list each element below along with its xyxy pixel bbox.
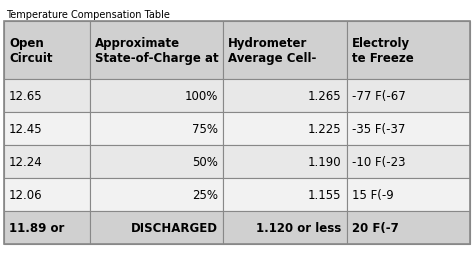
- Text: 20 F(-7: 20 F(-7: [352, 221, 398, 234]
- Bar: [4, 178, 90, 211]
- Text: 1.265: 1.265: [308, 90, 341, 103]
- Text: 1.155: 1.155: [308, 188, 341, 201]
- Bar: [346, 146, 470, 178]
- Bar: [346, 113, 470, 146]
- Text: 25%: 25%: [192, 188, 218, 201]
- Bar: [223, 22, 346, 80]
- Bar: [346, 80, 470, 113]
- Text: Electroly
te Freeze: Electroly te Freeze: [352, 37, 413, 65]
- Text: -10 F(-23: -10 F(-23: [352, 155, 405, 168]
- Bar: [4, 80, 90, 113]
- Text: -35 F(-37: -35 F(-37: [352, 122, 405, 135]
- Bar: [223, 178, 346, 211]
- Bar: [223, 113, 346, 146]
- Text: 1.190: 1.190: [308, 155, 341, 168]
- Bar: [223, 146, 346, 178]
- Bar: [346, 211, 470, 244]
- Bar: [223, 211, 346, 244]
- Text: 12.45: 12.45: [9, 122, 43, 135]
- Text: 75%: 75%: [192, 122, 218, 135]
- Text: Open
Circuit: Open Circuit: [9, 37, 53, 65]
- Bar: [223, 80, 346, 113]
- Bar: [4, 113, 90, 146]
- Bar: [4, 146, 90, 178]
- Text: 1.120 or less: 1.120 or less: [256, 221, 341, 234]
- Text: 12.06: 12.06: [9, 188, 43, 201]
- Text: Approximate
State-of-Charge at: Approximate State-of-Charge at: [95, 37, 219, 65]
- Text: Hydrometer
Average Cell-: Hydrometer Average Cell-: [228, 37, 316, 65]
- Bar: [90, 80, 223, 113]
- Text: 12.24: 12.24: [9, 155, 43, 168]
- Bar: [4, 211, 90, 244]
- Text: 11.89 or: 11.89 or: [9, 221, 64, 234]
- Text: 100%: 100%: [185, 90, 218, 103]
- Bar: [90, 146, 223, 178]
- Bar: [90, 178, 223, 211]
- Text: 1.225: 1.225: [308, 122, 341, 135]
- Text: -77 F(-67: -77 F(-67: [352, 90, 405, 103]
- Bar: [90, 211, 223, 244]
- Text: Temperature Compensation Table: Temperature Compensation Table: [6, 10, 170, 20]
- Text: 15 F(-9: 15 F(-9: [352, 188, 393, 201]
- Text: DISCHARGED: DISCHARGED: [131, 221, 218, 234]
- Bar: [4, 22, 470, 244]
- Bar: [90, 113, 223, 146]
- Bar: [346, 178, 470, 211]
- Text: 12.65: 12.65: [9, 90, 43, 103]
- Text: 50%: 50%: [192, 155, 218, 168]
- Bar: [90, 22, 223, 80]
- Bar: [4, 22, 90, 80]
- Bar: [346, 22, 470, 80]
